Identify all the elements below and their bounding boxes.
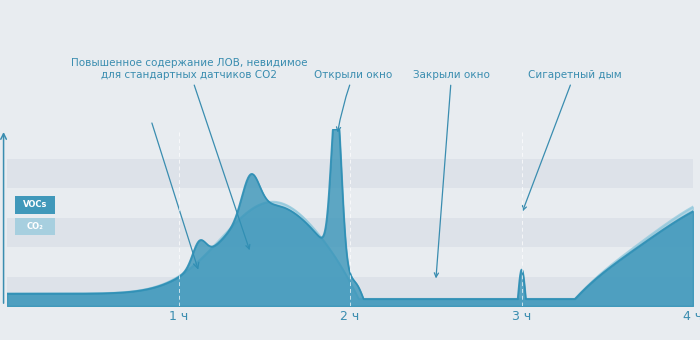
- Bar: [7, 188, 693, 218]
- Text: Сигаретный дым: Сигаретный дым: [522, 70, 621, 210]
- Text: CO₂: CO₂: [27, 222, 43, 231]
- Bar: [7, 159, 693, 188]
- Bar: [15, 197, 55, 214]
- Text: Закрыли окно: Закрыли окно: [413, 70, 490, 277]
- Text: VOCs: VOCs: [23, 200, 48, 209]
- Text: Открыли окно: Открыли окно: [314, 70, 393, 131]
- Bar: [7, 218, 693, 247]
- Text: Повышенное содержание ЛОВ, невидимое
для стандартных датчиков CO2: Повышенное содержание ЛОВ, невидимое для…: [71, 58, 307, 249]
- Bar: [7, 129, 693, 159]
- Bar: [7, 276, 693, 306]
- Bar: [7, 247, 693, 276]
- Bar: [15, 218, 55, 235]
